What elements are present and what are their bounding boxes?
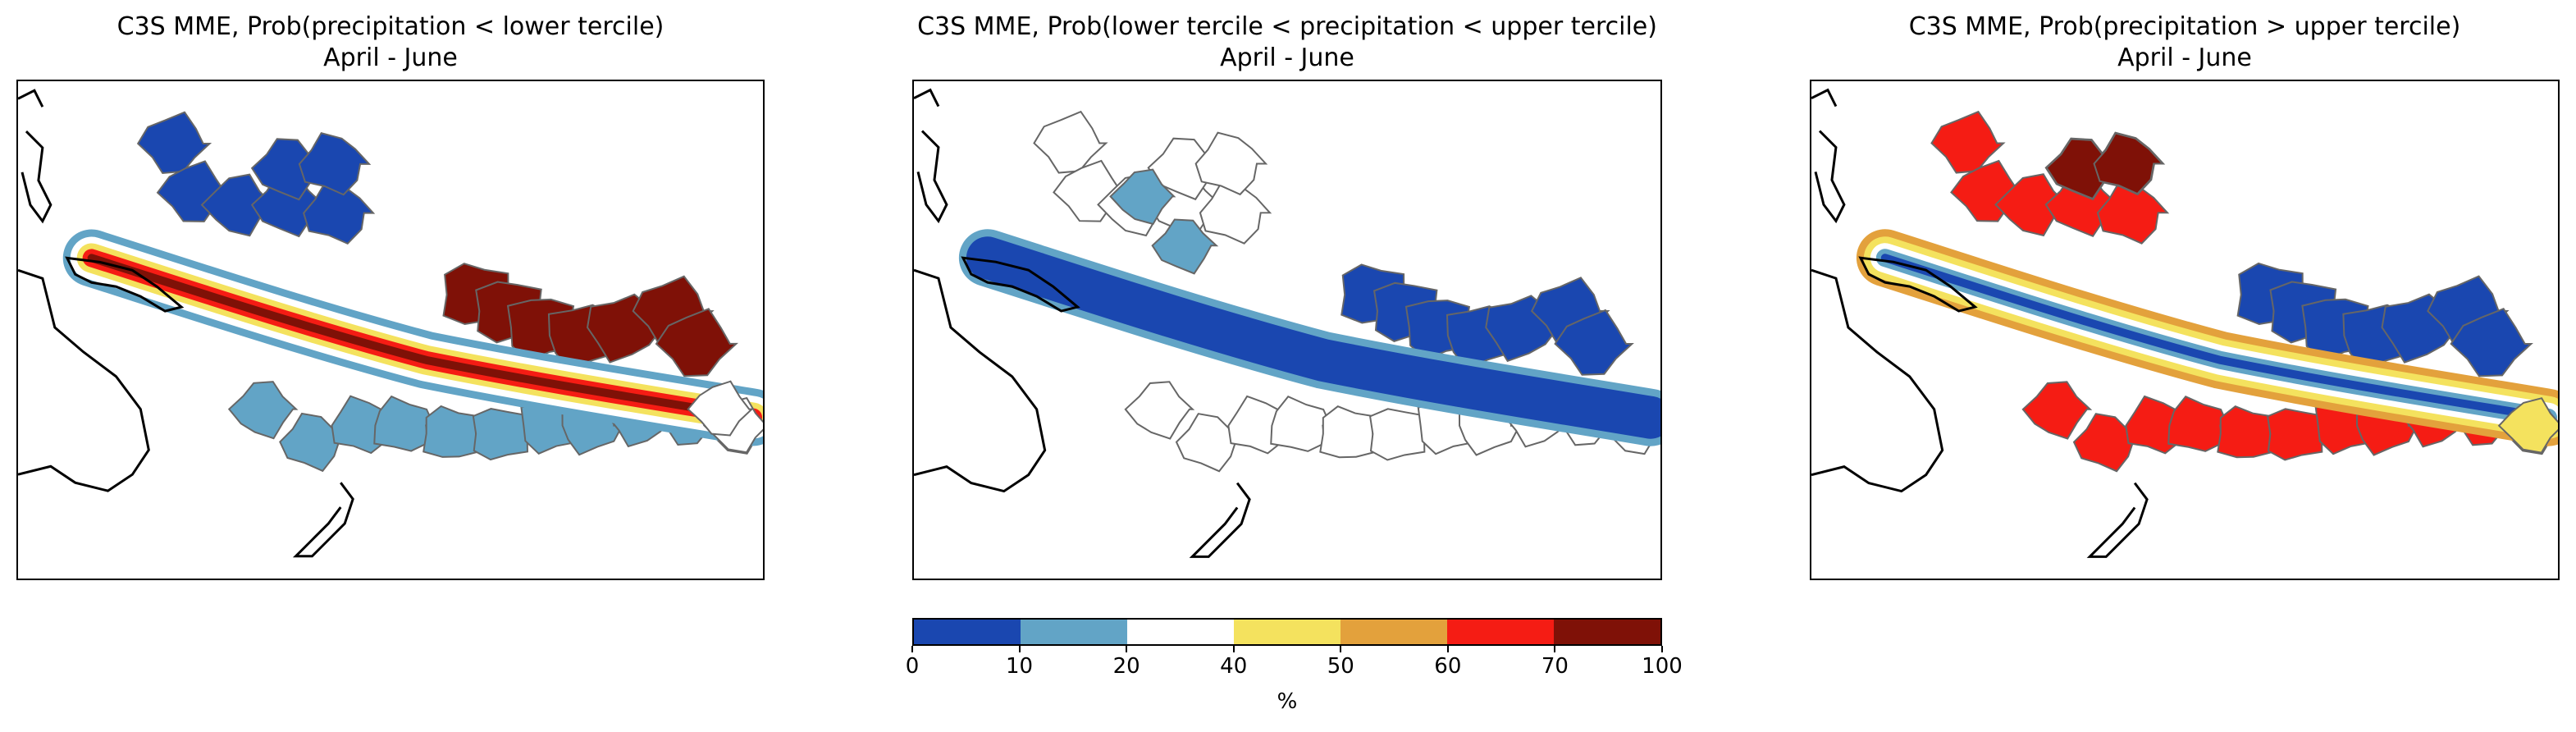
colorbar-tick <box>1126 646 1128 652</box>
east-band-region-6 <box>1554 309 1634 376</box>
south-region-3 <box>2167 395 2230 452</box>
map-panel-below-tercile <box>16 80 765 580</box>
colorbar-tick-label: 100 <box>1642 654 1683 679</box>
east-band-region-6 <box>2450 308 2533 377</box>
south-region-4 <box>2217 405 2276 459</box>
colorbar-tick <box>1232 646 1235 652</box>
colorbar-tick-label: 10 <box>1006 654 1034 679</box>
south-region-4 <box>422 405 482 458</box>
panel-1-title-text: C3S MME, Prob(precipitation < lower terc… <box>116 12 665 41</box>
spcz-band-4 <box>1880 254 2553 422</box>
new-zealand-coastline <box>2086 482 2149 558</box>
colorbar-tick-label: 60 <box>1434 654 1462 679</box>
panel-3-title-text: C3S MME, Prob(precipitation > upper terc… <box>1908 12 2461 41</box>
north-dark-region-1 <box>2093 132 2165 195</box>
coastline-group <box>18 89 354 558</box>
south-region-0 <box>227 381 299 440</box>
south-region-3 <box>1270 395 1332 452</box>
spcz-band-4 <box>87 254 758 422</box>
colorbar-tick-label: 50 <box>1327 654 1354 679</box>
panel-1-subtitle: April - June <box>323 43 458 72</box>
colorbar <box>912 618 1662 646</box>
colorbar-bin-0-10 <box>914 620 1021 644</box>
map-svg <box>914 88 1660 558</box>
north-region-2 <box>1994 173 2069 237</box>
mid-region-1 <box>1151 218 1219 275</box>
colorbar-tick-label: 20 <box>1112 654 1140 679</box>
colorbar-bin-40-50 <box>1234 620 1341 644</box>
north-region-6 <box>298 132 372 196</box>
south-region-5 <box>1368 408 1426 461</box>
colorbar-tick-label: 40 <box>1220 654 1248 679</box>
colorbar-tick-label: 70 <box>1541 654 1569 679</box>
mid-region-0 <box>1109 168 1176 226</box>
australia-coastline <box>1811 268 1944 493</box>
east-band-region-6 <box>655 308 739 377</box>
south-region-0 <box>1124 381 1195 440</box>
far-east-region-1 <box>687 380 754 437</box>
colorbar-bin-10-20 <box>1021 620 1127 644</box>
north-region-2 <box>200 173 275 237</box>
colorbar-bin-50-60 <box>1341 620 1447 644</box>
colorbar-tick <box>1018 646 1021 652</box>
japan-coastline <box>18 89 44 108</box>
new-guinea-coastline <box>1858 256 1978 313</box>
new-guinea-coastline <box>65 256 185 313</box>
colorbar-tick <box>1661 646 1663 652</box>
colorbar-tick <box>1446 646 1449 652</box>
south-region-5 <box>472 408 529 461</box>
philippines-coastline <box>916 130 948 224</box>
coastline-group <box>1811 88 2149 558</box>
philippines-coastline <box>1814 130 1846 224</box>
colorbar-tick-label: 0 <box>905 654 920 679</box>
north-region-6 <box>1194 131 1268 196</box>
spcz-band-1 <box>966 236 1660 439</box>
panel-2-title: C3S MME, Prob(lower tercile < precipitat… <box>912 11 1662 74</box>
panel-2-title-text: C3S MME, Prob(lower tercile < precipitat… <box>917 12 1657 41</box>
south-region-3 <box>373 395 436 452</box>
panel-3-title: C3S MME, Prob(precipitation > upper terc… <box>1810 11 2560 74</box>
australia-coastline <box>18 268 150 492</box>
new-zealand-coastline <box>1189 482 1251 558</box>
australia-coastline <box>914 268 1047 493</box>
panel-3-subtitle: April - June <box>2117 43 2252 72</box>
north-region-4 <box>2096 181 2170 245</box>
japan-coastline <box>1811 88 1838 108</box>
panel-1-title: C3S MME, Prob(precipitation < lower terc… <box>16 11 765 74</box>
coastline-group <box>914 88 1251 558</box>
new-guinea-coastline <box>961 256 1080 313</box>
colorbar-tick <box>1340 646 1342 652</box>
south-region-4 <box>1319 405 1378 459</box>
north-region-4 <box>1199 181 1272 245</box>
colorbar-label: % <box>1277 689 1298 714</box>
map-panel-above-tercile <box>1810 80 2560 580</box>
philippines-coastline <box>21 130 53 224</box>
panel-2-subtitle: April - June <box>1220 43 1354 72</box>
map-svg <box>18 89 763 558</box>
colorbar-tick <box>1554 646 1556 652</box>
north-region-4 <box>303 181 376 245</box>
colorbar-bin-20-40 <box>1127 620 1234 644</box>
new-zealand-coastline <box>292 482 354 558</box>
map-panel-normal-tercile <box>912 80 1662 580</box>
south-region-5 <box>2266 408 2323 461</box>
south-region-0 <box>2021 381 2093 440</box>
colorbar-bin-70-100 <box>1554 620 1660 644</box>
colorbar-bin-60-70 <box>1447 620 1554 644</box>
japan-coastline <box>914 88 940 108</box>
colorbar-tick <box>911 646 913 652</box>
far-east-region-0 <box>2497 397 2558 454</box>
map-svg <box>1811 88 2558 558</box>
